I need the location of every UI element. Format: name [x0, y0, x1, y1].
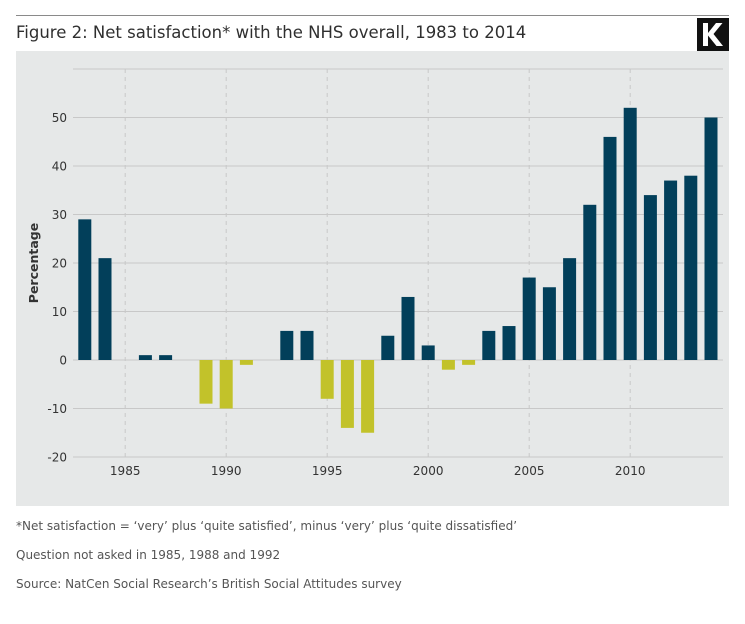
x-tick-label: 1990 [211, 464, 242, 478]
y-tick-label: 40 [52, 160, 67, 174]
k-logo-icon [697, 18, 729, 51]
bar-2012 [664, 180, 678, 360]
x-tick-label: 2005 [514, 464, 545, 478]
bar-2005 [522, 277, 536, 360]
bar-2002 [462, 360, 476, 365]
y-axis-label: Percentage [26, 223, 41, 303]
bar-2009 [603, 136, 617, 360]
bar-2004 [502, 326, 516, 360]
top-rule [16, 15, 729, 16]
chart-panel: -20 -10 0 10 20 30 40 50 1985 1990 1995 2000 2005 201… [16, 51, 729, 506]
bar-1987 [159, 355, 173, 360]
bar-1997 [361, 360, 375, 433]
note-definition: *Net satisfaction = ‘very’ plus ‘quite s… [16, 519, 518, 533]
bar-1993 [280, 330, 294, 360]
bar-2011 [643, 195, 657, 360]
y-tick-label: 10 [52, 305, 67, 319]
bar-1991 [239, 360, 253, 365]
x-tick-label: 1985 [110, 464, 141, 478]
bar-2003 [482, 330, 496, 360]
x-tick-label: 2000 [413, 464, 444, 478]
bar-chart: -20 -10 0 10 20 30 40 50 1985 1990 1995 2000 2005 201… [26, 68, 723, 478]
note-source: Source: NatCen Social Research’s British… [16, 577, 402, 591]
note-missing-years: Question not asked in 1985, 1988 and 199… [16, 548, 281, 562]
chart-title: Figure 2: Net satisfaction* with the NHS… [16, 23, 527, 42]
bar-1990 [219, 360, 233, 409]
bar-1998 [381, 335, 395, 360]
y-tick-label: -10 [47, 402, 67, 416]
bar-1999 [401, 296, 415, 360]
y-tick-label: 50 [52, 111, 67, 125]
bar-2010 [623, 107, 637, 360]
y-tick-label: 30 [52, 208, 67, 222]
bar-1983 [78, 219, 92, 360]
bar-1986 [138, 355, 152, 360]
bar-2006 [542, 287, 556, 360]
bar-1994 [300, 330, 314, 360]
bar-1984 [98, 258, 112, 360]
y-tick-label: -20 [47, 451, 67, 465]
bar-1995 [320, 360, 334, 399]
y-tick-label: 20 [52, 257, 67, 271]
x-tick-label: 1995 [312, 464, 343, 478]
bar-1996 [340, 360, 354, 428]
bar-2001 [441, 360, 455, 370]
bar-2014 [704, 117, 718, 360]
bar-2013 [684, 175, 698, 360]
bar-2008 [583, 204, 597, 360]
bar-2000 [421, 345, 435, 360]
x-tick-label: 2010 [615, 464, 646, 478]
bar-1989 [199, 360, 213, 404]
y-tick-label: 0 [59, 354, 67, 368]
bar-2007 [563, 258, 577, 360]
